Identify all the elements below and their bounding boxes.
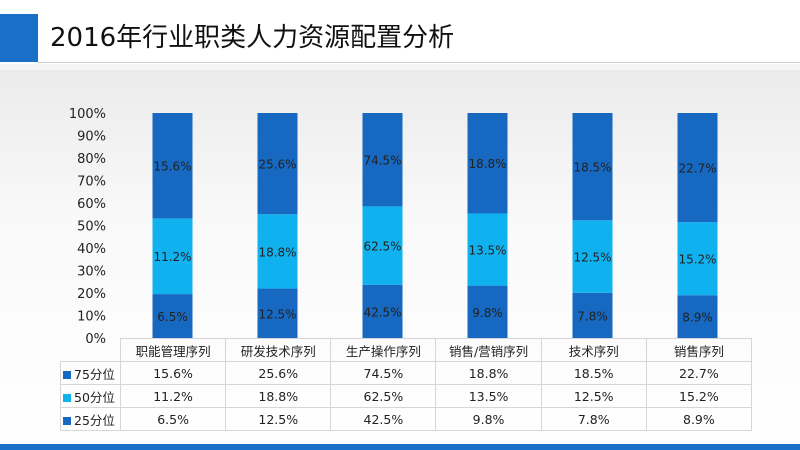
table-body: 75分位 15.6% 25.6% 74.5% 18.8% 18.5% 22.7% 50分位 11… [60, 361, 753, 431]
category-header: 销售序列 [645, 338, 753, 362]
bar-segment [362, 113, 403, 207]
data-label: 15.2% [678, 253, 716, 267]
data-label: 62.5% [363, 240, 401, 254]
bar-segment [257, 113, 298, 215]
bar-segment [257, 214, 298, 289]
y-tick-label: 30% [77, 265, 106, 280]
bar-segment [572, 113, 613, 221]
bar-segment [362, 284, 403, 338]
data-table: 职能管理序列 研发技术序列 生产操作序列 销售/营销序列 技术序列 销售序列 75分位 15… [60, 338, 753, 431]
table-corner [60, 338, 121, 362]
bar-segment [467, 113, 508, 214]
legend-label: 25分位 [74, 412, 115, 428]
bottom-accent-bar [0, 444, 800, 450]
legend-swatch [63, 394, 71, 402]
table-cell: 18.5% [540, 361, 647, 385]
bar-segment [677, 295, 718, 338]
data-label: 18.5% [573, 161, 611, 175]
data-label: 6.5% [157, 310, 188, 324]
bar-segment [152, 113, 193, 219]
bar-segment [257, 288, 298, 338]
table-row: 25分位 6.5% 12.5% 42.5% 9.8% 7.8% 8.9% [60, 407, 753, 431]
bar-segment [467, 213, 508, 286]
table-cell: 25.6% [225, 361, 332, 385]
legend-swatch [63, 371, 71, 379]
title-accent-block [0, 14, 38, 62]
data-label: 22.7% [678, 162, 716, 176]
table-cell: 6.5% [119, 407, 227, 431]
title-bar [0, 0, 800, 64]
y-tick-label: 50% [77, 220, 106, 235]
legend-entry: 25分位 [60, 407, 121, 431]
data-label: 42.5% [363, 305, 401, 319]
table-row: 75分位 15.6% 25.6% 74.5% 18.8% 18.5% 22.7% [60, 361, 753, 385]
table-header-row: 职能管理序列 研发技术序列 生产操作序列 销售/营销序列 技术序列 销售序列 [60, 338, 753, 362]
legend-label: 75分位 [74, 366, 115, 382]
y-tick-label: 70% [77, 175, 106, 190]
table-cell: 15.6% [119, 361, 227, 385]
category-header: 销售/营销序列 [435, 338, 542, 362]
table-cell: 15.2% [645, 384, 753, 408]
table-cell: 74.5% [330, 361, 437, 385]
legend-swatch [63, 417, 71, 425]
title-divider [38, 62, 800, 63]
table-cell: 13.5% [435, 384, 542, 408]
table-cell: 11.2% [119, 384, 227, 408]
data-label: 7.8% [577, 309, 608, 323]
table-cell: 9.8% [435, 407, 542, 431]
table-cell: 12.5% [225, 407, 332, 431]
bar-segment [152, 218, 193, 295]
category-header: 技术序列 [540, 338, 647, 362]
legend-entry: 50分位 [60, 384, 121, 408]
y-tick-label: 90% [77, 130, 106, 145]
category-header: 职能管理序列 [119, 338, 227, 362]
table-cell: 22.7% [645, 361, 753, 385]
bar-segment [572, 220, 613, 293]
bar-segment [467, 285, 508, 338]
category-header: 生产操作序列 [330, 338, 437, 362]
y-tick-label: 20% [77, 287, 106, 302]
bar-segment [677, 113, 718, 223]
y-tick-label: 40% [77, 242, 106, 257]
stacked-bar-chart: 100%90%80%70%60%50%40%30%20%10%0%6.5%11.… [69, 107, 718, 347]
data-label: 12.5% [258, 307, 296, 321]
y-tick-label: 10% [77, 310, 106, 325]
table-cell: 12.5% [540, 384, 647, 408]
data-label: 13.5% [468, 244, 506, 258]
y-tick-label: 100% [69, 107, 106, 122]
table-cell: 62.5% [330, 384, 437, 408]
data-label: 15.6% [153, 160, 191, 174]
data-label: 8.9% [682, 311, 713, 325]
table-cell: 42.5% [330, 407, 437, 431]
page-title: 2016年行业职类人力资源配置分析 [50, 23, 455, 53]
legend-label: 50分位 [74, 389, 115, 405]
data-label: 18.8% [258, 245, 296, 259]
bar-segment [677, 222, 718, 296]
bar-segment [572, 292, 613, 338]
data-label: 18.8% [468, 157, 506, 171]
bar-segment [362, 206, 403, 285]
y-tick-label: 80% [77, 152, 106, 167]
table-cell: 7.8% [540, 407, 647, 431]
category-header: 研发技术序列 [225, 338, 332, 362]
bar-segment [152, 294, 193, 338]
table-cell: 18.8% [435, 361, 542, 385]
data-label: 12.5% [573, 251, 611, 265]
legend-entry: 75分位 [60, 361, 121, 385]
data-label: 11.2% [153, 250, 191, 264]
data-label: 74.5% [363, 154, 401, 168]
data-label: 25.6% [258, 158, 296, 172]
data-label: 9.8% [472, 306, 503, 320]
table-cell: 18.8% [225, 384, 332, 408]
table-row: 50分位 11.2% 18.8% 62.5% 13.5% 12.5% 15.2% [60, 384, 753, 408]
y-tick-label: 60% [77, 197, 106, 212]
table-cell: 8.9% [645, 407, 753, 431]
